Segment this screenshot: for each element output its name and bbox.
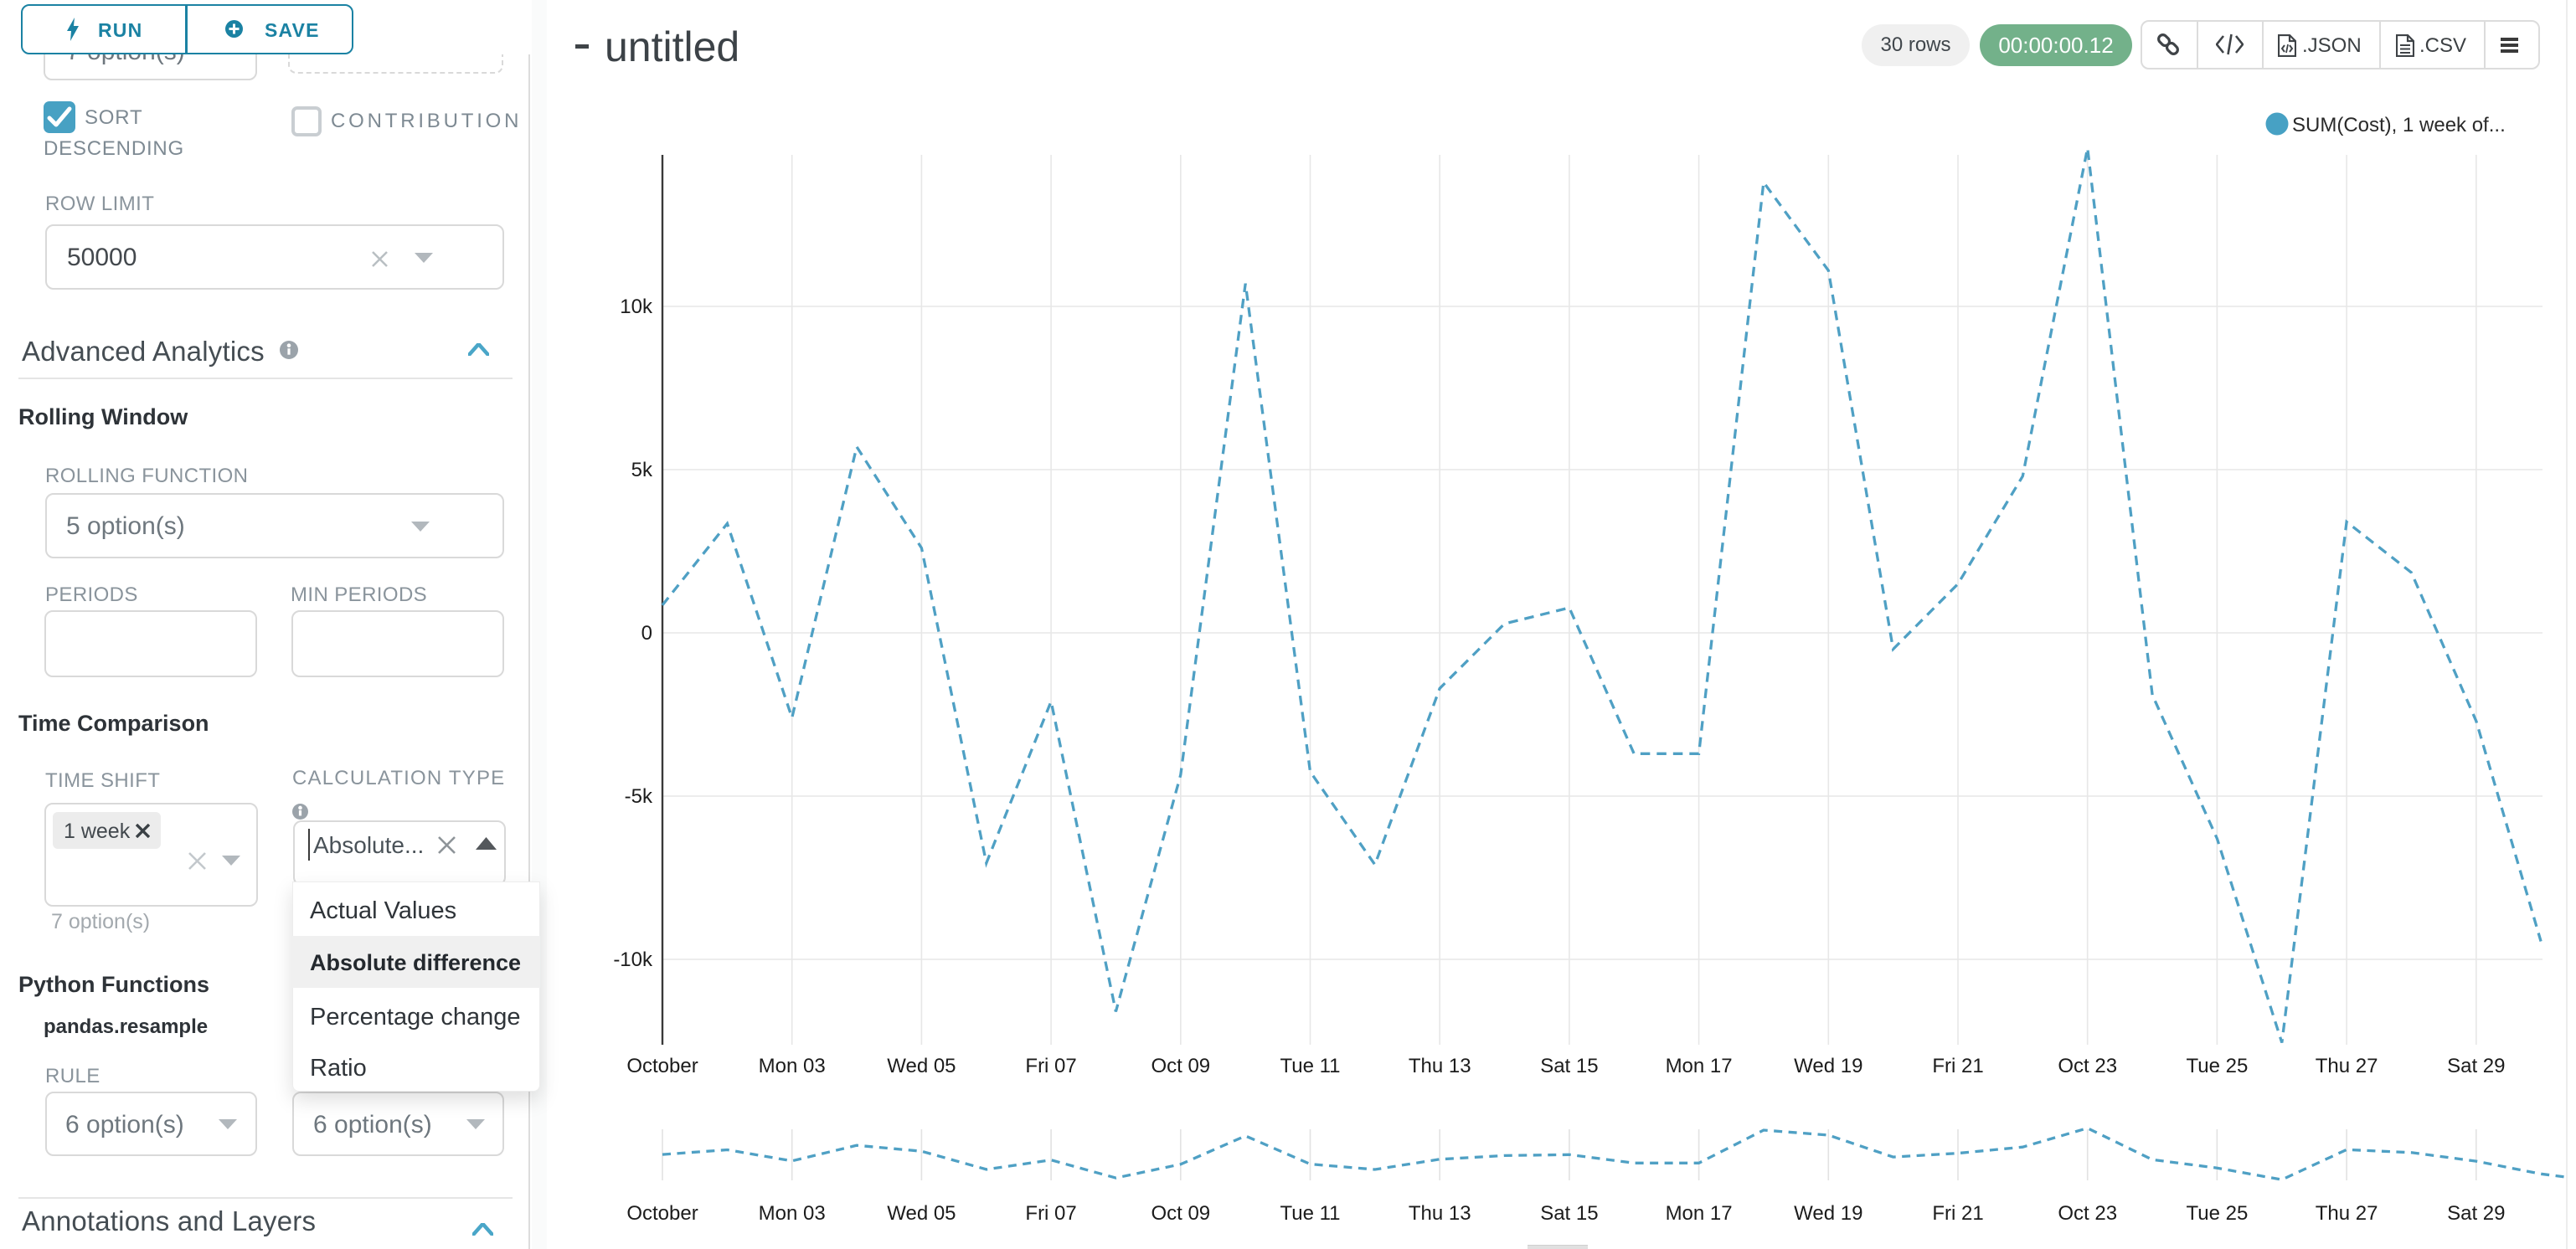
svg-text:Oct 09: Oct 09 <box>1151 1202 1210 1225</box>
svg-text:Tue 25: Tue 25 <box>2186 1055 2248 1077</box>
svg-text:Wed 19: Wed 19 <box>1794 1055 1862 1077</box>
svg-text:Wed 05: Wed 05 <box>887 1202 956 1225</box>
svg-text:Mon 03: Mon 03 <box>759 1055 826 1077</box>
svg-text:Thu 13: Thu 13 <box>1409 1055 1471 1077</box>
svg-text:10k: 10k <box>620 296 653 318</box>
svg-text:Wed 19: Wed 19 <box>1794 1202 1862 1225</box>
svg-text:Thu 27: Thu 27 <box>2316 1055 2378 1077</box>
svg-text:5k: 5k <box>631 459 653 481</box>
svg-text:Thu 27: Thu 27 <box>2316 1202 2378 1225</box>
svg-text:Thu 13: Thu 13 <box>1409 1202 1471 1225</box>
svg-text:Fri 21: Fri 21 <box>1932 1202 1983 1225</box>
svg-text:Wed 05: Wed 05 <box>887 1055 956 1077</box>
svg-text:Sat 15: Sat 15 <box>1540 1202 1598 1225</box>
svg-text:-10k: -10k <box>613 948 653 971</box>
svg-text:October: October <box>626 1055 698 1077</box>
svg-text:Oct 09: Oct 09 <box>1151 1055 1210 1077</box>
svg-text:0: 0 <box>641 622 652 645</box>
svg-text:Fri 07: Fri 07 <box>1025 1055 1076 1077</box>
svg-text:Fri 21: Fri 21 <box>1932 1055 1983 1077</box>
svg-text:Mon 17: Mon 17 <box>1666 1202 1733 1225</box>
svg-text:Fri 07: Fri 07 <box>1025 1202 1076 1225</box>
svg-text:SUM(Cost), 1 week of...: SUM(Cost), 1 week of... <box>2292 114 2506 136</box>
svg-text:Oct 23: Oct 23 <box>2058 1202 2117 1225</box>
svg-text:Sat 15: Sat 15 <box>1540 1055 1598 1077</box>
svg-text:Mon 17: Mon 17 <box>1666 1055 1733 1077</box>
svg-text:Mon 03: Mon 03 <box>759 1202 826 1225</box>
svg-text:Tue 11: Tue 11 <box>1280 1202 1340 1225</box>
svg-text:Sat 29: Sat 29 <box>2447 1202 2505 1225</box>
svg-text:Sat 29: Sat 29 <box>2447 1055 2505 1077</box>
svg-text:October: October <box>626 1202 698 1225</box>
svg-text:Oct 23: Oct 23 <box>2058 1055 2117 1077</box>
svg-text:-5k: -5k <box>625 785 653 808</box>
svg-text:Tue 11: Tue 11 <box>1280 1055 1340 1077</box>
svg-text:Tue 25: Tue 25 <box>2186 1202 2248 1225</box>
